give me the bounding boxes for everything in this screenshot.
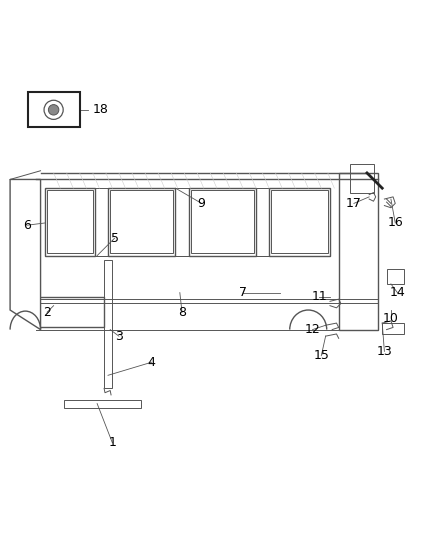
Text: 3: 3 — [115, 329, 123, 343]
Text: 7: 7 — [239, 286, 247, 299]
Text: 17: 17 — [346, 197, 362, 210]
Text: 18: 18 — [93, 103, 109, 116]
Circle shape — [48, 104, 59, 115]
Bar — [350, 164, 374, 192]
Text: 9: 9 — [198, 197, 205, 210]
Text: 15: 15 — [313, 349, 329, 362]
Text: 4: 4 — [148, 356, 155, 369]
Text: 14: 14 — [389, 286, 405, 299]
Bar — [108, 188, 176, 256]
Text: 6: 6 — [24, 219, 32, 232]
Text: 13: 13 — [377, 345, 392, 358]
Text: 8: 8 — [178, 306, 186, 319]
Bar — [269, 188, 330, 256]
Bar — [188, 188, 256, 256]
Text: 12: 12 — [305, 323, 321, 336]
Text: 2: 2 — [43, 306, 51, 319]
Text: 5: 5 — [110, 232, 119, 245]
Bar — [28, 92, 80, 127]
Text: 10: 10 — [383, 312, 399, 325]
Bar — [271, 190, 328, 254]
Bar — [47, 190, 93, 254]
Bar — [110, 190, 173, 254]
Text: 16: 16 — [387, 216, 403, 230]
Bar — [339, 173, 378, 329]
Bar — [45, 188, 95, 256]
Text: 1: 1 — [109, 437, 117, 449]
Bar — [382, 323, 404, 334]
Bar — [104, 260, 112, 389]
Text: 11: 11 — [311, 290, 327, 303]
Bar — [64, 400, 141, 408]
Bar — [387, 269, 404, 284]
Bar — [191, 190, 254, 254]
